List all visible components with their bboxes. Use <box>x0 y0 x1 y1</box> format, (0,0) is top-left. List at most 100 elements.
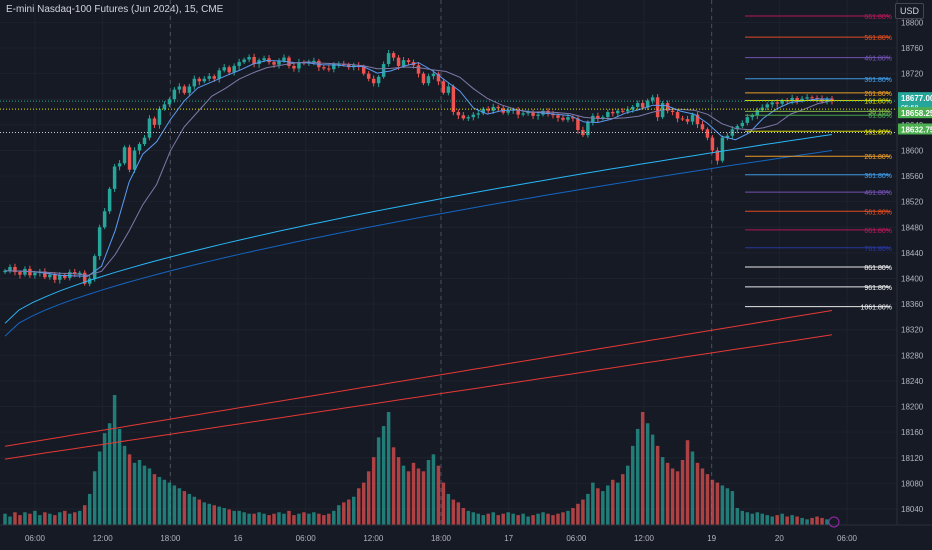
fib-level-label: 661.80% <box>864 228 892 235</box>
fib-level-label: 961.80% <box>864 285 892 292</box>
candle <box>451 86 456 113</box>
price-label-text: 18632.75 <box>901 125 932 134</box>
candle <box>272 62 276 65</box>
volume-bar <box>551 515 555 525</box>
candle <box>122 147 127 164</box>
volume-bar <box>501 513 505 525</box>
volume-bar <box>282 513 286 525</box>
volume-bar <box>242 512 246 525</box>
currency-button[interactable]: USD <box>894 3 924 19</box>
volume-bar <box>655 445 660 525</box>
volume-bar <box>262 513 266 525</box>
volume-bar <box>53 515 57 525</box>
candle <box>396 57 401 66</box>
y-tick-label: 18240 <box>901 377 924 386</box>
volume-bar <box>187 493 192 525</box>
volume-bar <box>58 512 62 525</box>
volume-bar <box>33 510 37 525</box>
volume-bar <box>680 460 685 525</box>
candle <box>606 112 610 118</box>
volume-bar <box>516 515 520 525</box>
candle <box>48 274 52 278</box>
volume-bar <box>790 515 794 525</box>
volume-bar <box>536 513 540 525</box>
candle <box>586 122 590 136</box>
fib-level-label: 261.80% <box>864 91 892 98</box>
y-tick-label: 18320 <box>901 326 924 335</box>
volume-bar <box>486 513 490 525</box>
candle <box>775 102 779 104</box>
candle <box>28 268 32 276</box>
volume-bar <box>431 454 436 525</box>
candle <box>670 110 675 113</box>
volume-bar <box>725 488 730 525</box>
volume-bar <box>312 512 316 525</box>
fib-level-label: 561.80% <box>864 35 892 42</box>
candle <box>277 60 281 65</box>
overlay-line-trend-red-upper <box>4 310 833 447</box>
candle <box>471 114 476 118</box>
candle <box>282 57 286 61</box>
volume-bar <box>322 515 326 525</box>
y-tick-label: 18800 <box>901 18 924 27</box>
candle <box>73 272 77 275</box>
candle <box>252 56 256 65</box>
volume-bar <box>635 428 640 525</box>
volume-bar <box>456 502 461 525</box>
volume-bar <box>735 508 740 525</box>
fib-level-label: 361.80% <box>864 173 892 180</box>
volume-bar <box>511 513 515 525</box>
volume-bar <box>496 515 500 525</box>
volume-bar <box>217 506 221 525</box>
volume-bar <box>157 476 162 525</box>
volume-bar <box>137 460 142 525</box>
candle <box>770 102 774 105</box>
volume-bar <box>317 513 321 525</box>
candle <box>616 110 620 114</box>
x-tick-label: 18:00 <box>160 534 181 543</box>
candle <box>137 144 142 151</box>
candle <box>491 106 495 111</box>
fib-level-label: 861.80% <box>864 265 892 272</box>
volume-bar <box>710 479 715 525</box>
candle <box>237 62 241 66</box>
volume-bar <box>3 513 7 525</box>
candle <box>371 78 376 84</box>
x-tick-label: 12:00 <box>363 534 384 543</box>
volume-bar <box>351 496 356 525</box>
candle <box>576 118 580 130</box>
price-label-text: 18677.00 <box>901 94 932 103</box>
volume-bar <box>102 433 107 525</box>
volume-bar <box>586 493 590 525</box>
volume-bar <box>411 462 416 525</box>
volume-bar <box>162 479 167 525</box>
volume-bar <box>700 468 705 525</box>
overlay-line-slow-ma <box>4 61 833 276</box>
volume-bar <box>337 505 341 525</box>
candle <box>43 271 47 278</box>
volume-bar <box>77 510 82 525</box>
candle <box>172 89 177 100</box>
candle <box>58 275 62 280</box>
volume-bar <box>601 491 605 525</box>
volume-bar <box>815 516 819 525</box>
candle <box>645 100 650 108</box>
volume-bar <box>566 510 570 525</box>
y-tick-label: 18120 <box>901 454 924 463</box>
candle <box>102 211 107 228</box>
volume-bar <box>665 462 670 525</box>
candle <box>337 64 341 66</box>
volume-bar <box>307 513 311 525</box>
candle <box>436 73 441 82</box>
candle <box>725 135 730 138</box>
volume-bar <box>506 512 510 525</box>
candle <box>381 64 386 77</box>
volume-bar <box>441 482 446 525</box>
volume-bar <box>740 510 745 525</box>
candle <box>700 124 705 130</box>
volume-bar <box>207 503 212 525</box>
volume-bar <box>471 512 476 525</box>
candle <box>531 112 535 116</box>
candle <box>33 272 37 276</box>
